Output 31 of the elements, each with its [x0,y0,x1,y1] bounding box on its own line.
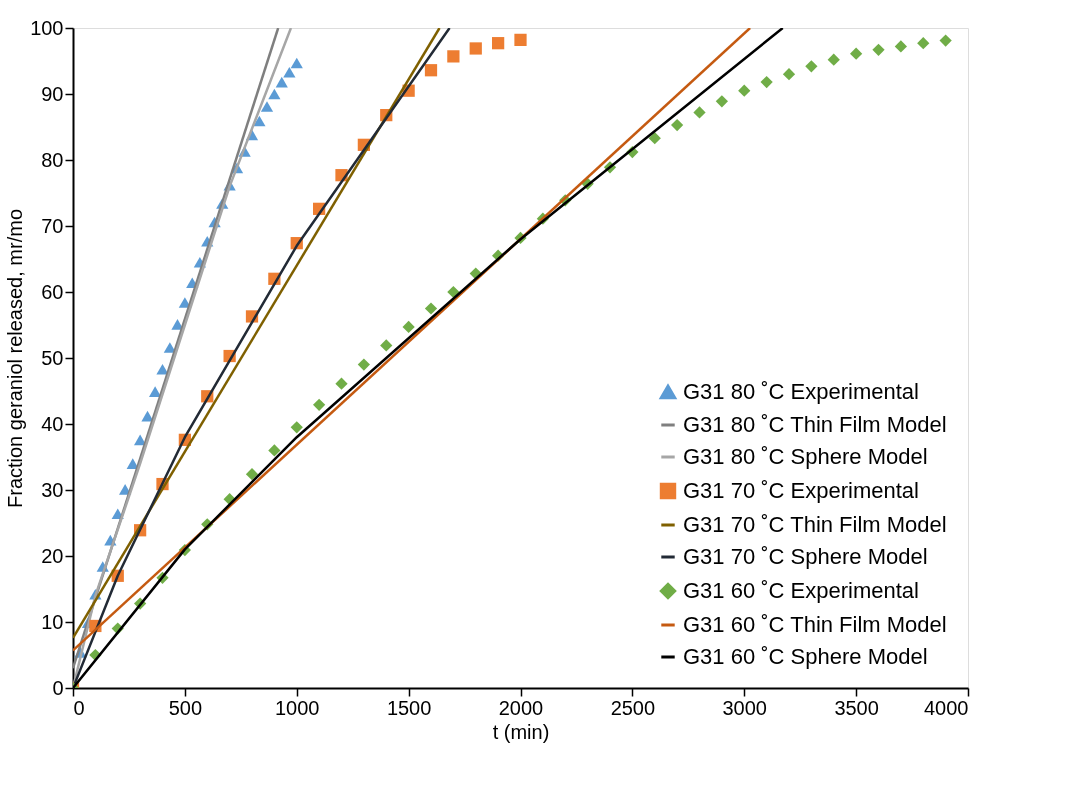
y-tick-label: 70 [41,214,64,237]
y-tick-label: 100 [30,16,64,39]
x-axis-title: t (min) [492,720,550,743]
legend-label: G31 80 ˚C Sphere Model [683,444,928,469]
x-tick-label: 500 [168,696,203,719]
x-tick-label: 1000 [275,696,320,719]
legend-label: G31 60 ˚C Experimental [683,578,919,603]
y-tick-label: 0 [52,676,64,699]
y-tick-label: 10 [41,610,64,633]
x-tick-label: 1500 [386,696,432,719]
legend-label: G31 60 ˚C Sphere Model [683,644,928,669]
legend-label: G31 70 ˚C Sphere Model [683,544,928,569]
x-tick-label: 0 [73,696,85,719]
y-tick-label: 90 [41,82,64,105]
legend-label: G31 80 ˚C Experimental [683,379,919,404]
x-tick-label: 3500 [834,696,879,719]
legend-label: G31 70 ˚C Experimental [683,478,919,503]
y-tick-label: 50 [41,346,64,369]
x-tick-label: 4000 [924,696,969,719]
x-tick-label: 2000 [498,696,544,719]
y-tick-label: 40 [41,412,64,435]
y-tick-label: 60 [41,280,64,303]
legend-label: G31 70 ˚C Thin Film Model [683,512,947,537]
y-tick-label: 20 [41,544,64,567]
y-tick-label: 30 [41,478,64,501]
x-tick-label: 2500 [610,696,656,719]
y-axis-title: Fraction geraniol released, mr/mo [4,208,27,509]
legend-label: G31 80 ˚C Thin Film Model [683,412,947,437]
x-tick-label: 3000 [722,696,767,719]
y-tick-label: 80 [41,148,64,171]
legend-label: G31 60 ˚C Thin Film Model [683,612,947,637]
